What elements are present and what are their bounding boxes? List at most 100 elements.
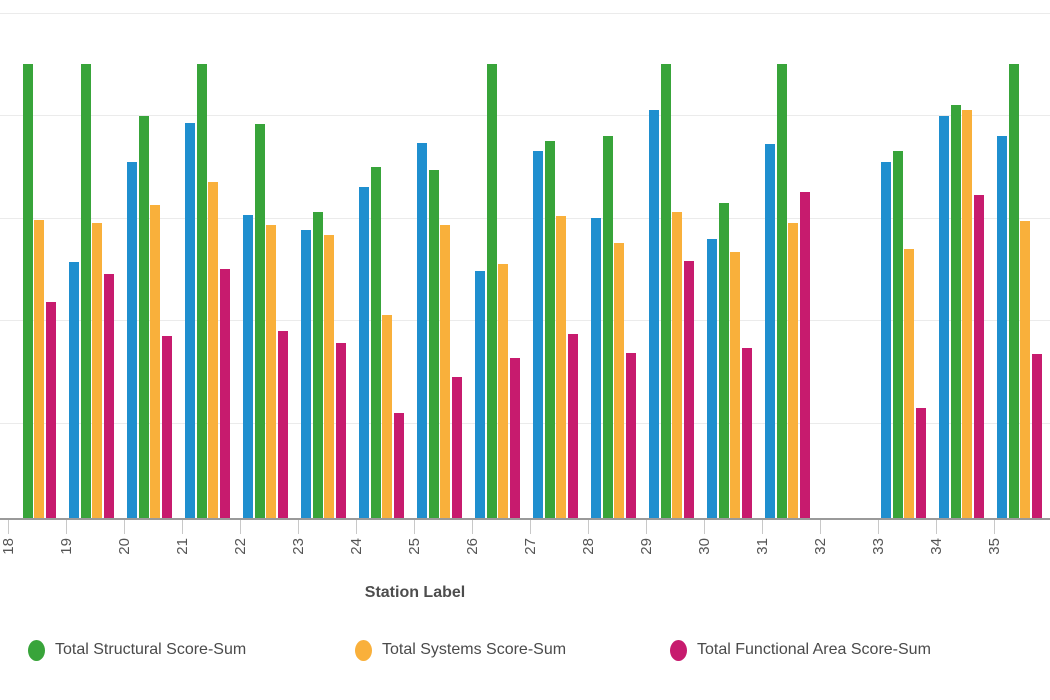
bar	[614, 242, 625, 519]
bar	[556, 215, 567, 519]
bar	[973, 195, 984, 519]
x-axis-label: 28	[580, 538, 597, 555]
legend-item[interactable]: Total Structural Score-Sum	[28, 637, 246, 663]
x-axis-tick	[472, 520, 473, 534]
bar	[301, 230, 311, 519]
bar	[277, 330, 288, 519]
x-axis-tick	[704, 520, 705, 534]
bar	[939, 115, 949, 519]
plot-area	[0, 13, 1050, 520]
bar	[915, 407, 926, 519]
x-axis-tick	[762, 520, 763, 534]
bar	[80, 64, 91, 519]
x-axis-label: 27	[522, 538, 539, 555]
bar	[509, 358, 520, 519]
bar	[544, 141, 555, 519]
bar	[196, 64, 207, 519]
x-axis-label: 22	[232, 538, 249, 555]
legend-dot-pink-icon	[670, 639, 687, 661]
chart-legend: Total Structural Score-Sum Total Systems …	[0, 637, 1050, 667]
bar	[185, 122, 195, 519]
x-axis-tick	[356, 520, 357, 534]
bar	[138, 115, 149, 519]
bar	[776, 64, 787, 519]
bar	[359, 187, 369, 519]
bar	[1020, 221, 1031, 519]
bar	[788, 223, 799, 519]
x-axis-tick	[240, 520, 241, 534]
x-axis-label: 20	[116, 538, 133, 555]
bar	[997, 136, 1007, 519]
bar	[904, 248, 915, 519]
x-axis-ticks: 18 19 20 21 22 23 24 25 26 27 28 29 30 31 32 33 34 35	[0, 520, 1050, 580]
bar	[103, 274, 114, 519]
bar	[22, 64, 33, 519]
bar	[765, 144, 775, 519]
legend-item[interactable]: Total Functional Area Score-Sum	[670, 637, 931, 663]
bar	[672, 211, 683, 519]
x-axis-label: 21	[174, 538, 191, 555]
bar	[1008, 64, 1019, 519]
bar	[660, 64, 671, 519]
x-axis-tick	[182, 520, 183, 534]
x-axis-tick	[530, 520, 531, 534]
bar	[567, 333, 578, 519]
x-axis-label: 19	[58, 538, 75, 555]
legend-dot-green-icon	[28, 639, 45, 661]
x-axis-tick	[820, 520, 821, 534]
bar	[451, 376, 462, 519]
legend-item[interactable]: Total Systems Score-Sum	[355, 637, 566, 663]
bar	[649, 110, 659, 519]
bar	[683, 261, 694, 519]
x-axis-tick	[588, 520, 589, 534]
legend-dot-orange-icon	[355, 639, 372, 661]
bar	[370, 166, 381, 519]
bar	[69, 262, 79, 519]
bar	[718, 202, 729, 519]
bar	[243, 214, 253, 519]
bar	[219, 269, 230, 519]
x-axis-label: 24	[348, 538, 365, 555]
bar	[254, 123, 265, 519]
bar	[440, 225, 451, 519]
bar	[324, 235, 335, 519]
gridline	[0, 13, 1050, 14]
bar	[498, 264, 509, 519]
x-axis-label: 34	[928, 538, 945, 555]
bar	[625, 353, 636, 519]
bar	[962, 110, 973, 519]
bar	[417, 143, 427, 519]
bar	[591, 218, 601, 519]
legend-label: Total Structural Score-Sum	[55, 641, 247, 658]
x-axis-tick	[66, 520, 67, 534]
x-axis-label: 29	[638, 538, 655, 555]
bar	[127, 161, 137, 519]
x-axis-tick	[936, 520, 937, 534]
legend-label: Total Functional Area Score-Sum	[697, 641, 931, 658]
bar	[881, 161, 891, 519]
gridline	[0, 320, 1050, 321]
bar	[393, 412, 404, 519]
bar	[602, 136, 613, 519]
bar	[150, 204, 161, 519]
x-axis-label: 25	[406, 538, 423, 555]
bar	[486, 64, 497, 519]
bar	[34, 220, 45, 519]
bar	[741, 348, 752, 519]
bar	[1031, 354, 1042, 519]
bar	[92, 223, 103, 519]
gridline	[0, 115, 1050, 116]
bar	[161, 335, 172, 519]
x-axis-label: 33	[870, 538, 887, 555]
x-axis-tick	[8, 520, 9, 534]
bar	[312, 211, 323, 519]
bar	[707, 238, 717, 519]
bar	[208, 182, 219, 519]
x-axis-title: Station Label	[364, 584, 466, 601]
x-axis-label: 35	[986, 538, 1003, 555]
bar	[892, 151, 903, 519]
x-axis-line	[0, 518, 1050, 520]
x-axis-tick	[878, 520, 879, 534]
bar	[428, 169, 439, 519]
